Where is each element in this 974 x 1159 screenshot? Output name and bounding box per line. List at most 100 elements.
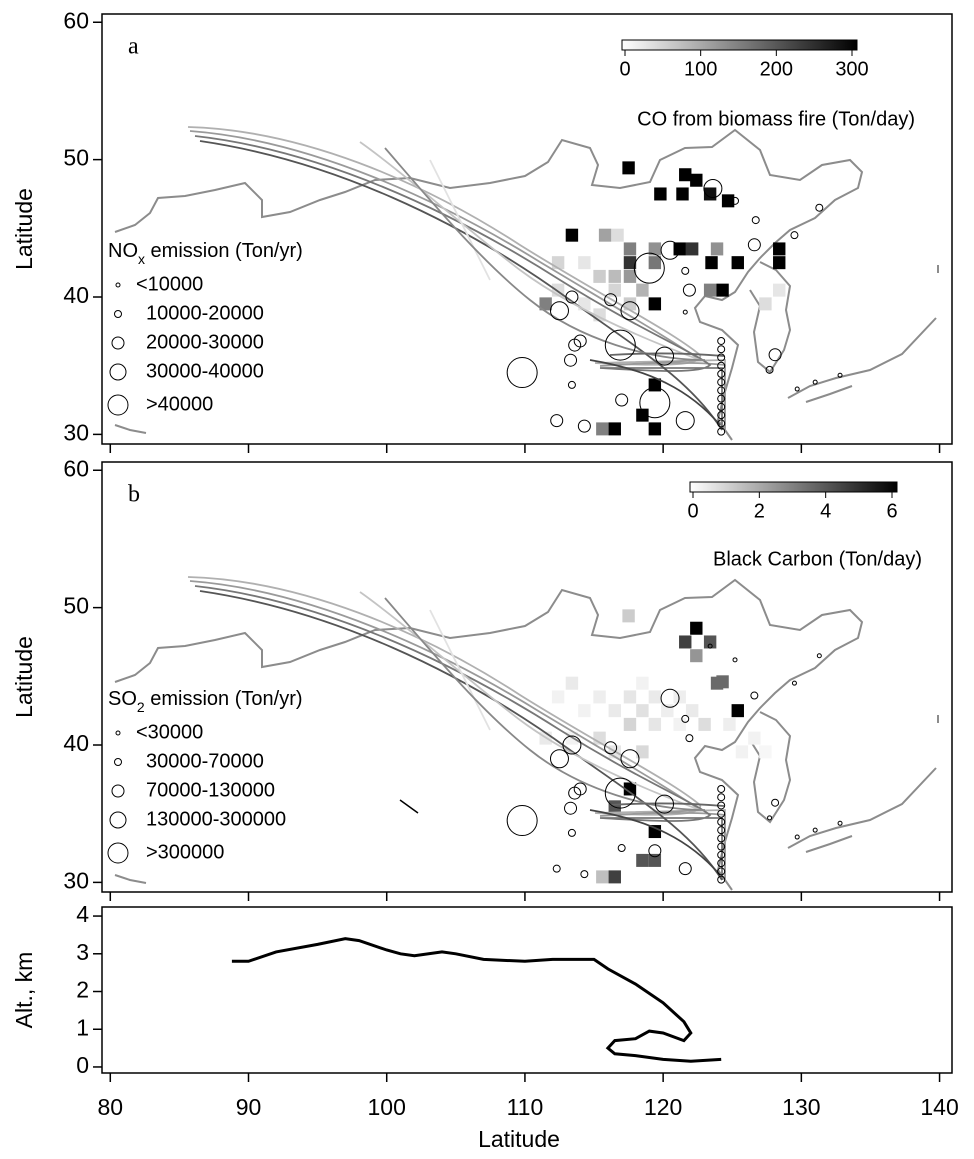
emission-cell [710, 242, 724, 256]
emission-cell [623, 717, 637, 731]
point-source [816, 653, 822, 659]
point-source [604, 293, 618, 307]
point-source [633, 252, 665, 284]
emission-cell [731, 256, 744, 270]
emission-cell [565, 676, 579, 690]
point-source [717, 834, 726, 843]
point-source [837, 820, 843, 826]
point-source [565, 290, 579, 304]
point-source [717, 859, 726, 868]
coastline [114, 579, 939, 891]
emission-cell [608, 422, 621, 436]
plot-frame [101, 461, 953, 893]
trajectories [187, 576, 726, 883]
colorbar [621, 39, 858, 51]
emission-cell [773, 283, 786, 297]
emission-cell [676, 187, 689, 201]
legend-label: 70000-130000 [146, 779, 275, 801]
emission-cell [648, 242, 662, 256]
legend-label: <10000 [136, 273, 203, 295]
y-tick-label: 50 [63, 593, 89, 619]
panel-a: a 0 100 200 300 CO from biomass fire (Ton/day… [11, 7, 953, 453]
emission-cell [565, 228, 579, 242]
colorbar-title: CO from biomass fire (Ton/day) [637, 108, 915, 130]
emission-cell [623, 297, 637, 311]
emission-cell [690, 173, 703, 187]
legend-title: NOx emission (Ton/yr) [108, 240, 303, 266]
emission-cell [735, 745, 749, 759]
point-source [549, 749, 569, 769]
emission-cell [623, 256, 637, 270]
emission-cell [648, 256, 662, 270]
point-source [717, 353, 726, 362]
point-source [567, 380, 576, 389]
x-tick-label: 110 [507, 1094, 544, 1120]
y-tick-label: 60 [63, 455, 89, 481]
emission-cell [539, 297, 552, 311]
emission-cell [685, 242, 699, 256]
point-source [732, 657, 738, 663]
point-source [717, 850, 726, 859]
point-source [717, 801, 726, 810]
x-axis-label: Latitude [478, 1126, 560, 1152]
point-source [731, 196, 740, 205]
colorbar-tick-label: 6 [886, 500, 897, 522]
point-source [765, 365, 774, 374]
legend-symbol [107, 394, 129, 416]
emission-cell [759, 297, 772, 311]
legend-title: SO2 emission (Ton/yr) [108, 688, 303, 714]
point-source [604, 777, 636, 809]
emission-cell [622, 609, 635, 623]
emission-cell [636, 676, 649, 690]
emission-cell [636, 283, 649, 297]
point-source [815, 203, 824, 212]
plot-area [114, 126, 939, 441]
point-source [682, 283, 696, 297]
point-source [791, 680, 797, 686]
legend-title-part: x [138, 251, 145, 267]
point-source [790, 231, 799, 240]
point-source [747, 238, 761, 252]
emission-cell [596, 422, 609, 436]
legend-label: 10000-20000 [146, 302, 264, 324]
emission-cell [731, 704, 744, 718]
point-source [682, 309, 688, 315]
plot-area [231, 937, 722, 1063]
emission-cell [685, 704, 699, 718]
point-source [620, 301, 640, 321]
point-source [771, 798, 780, 807]
point-source [794, 386, 800, 392]
point-source [655, 346, 675, 366]
emission-cell [705, 256, 718, 270]
point-source [648, 844, 662, 858]
emission-cell [748, 731, 761, 745]
y-tick-label: 4 [76, 901, 89, 927]
emission-cell [636, 853, 649, 867]
y-axis-label: Latitude [11, 188, 37, 270]
emission-cell [648, 717, 662, 731]
legend-symbol [109, 811, 127, 829]
emission-cell [773, 242, 786, 256]
point-source [615, 393, 629, 407]
x-tick-label: 100 [368, 1094, 406, 1120]
legend-title-part: emission (Ton/yr) [145, 688, 303, 710]
point-source [717, 817, 726, 826]
emission-cell [690, 621, 703, 635]
point-source [717, 378, 726, 387]
point-source [717, 419, 726, 428]
y-tick-label: 3 [76, 939, 89, 965]
legend-title-part: SO [108, 688, 137, 710]
legend-label: 30000-40000 [146, 360, 264, 382]
y-tick-label: 50 [63, 145, 89, 171]
point-source [639, 387, 671, 419]
legend-symbol [115, 730, 121, 736]
point-source [678, 862, 692, 876]
point-source [660, 240, 680, 260]
emission-cell [648, 297, 662, 311]
point-source [812, 379, 818, 385]
point-source [573, 782, 587, 796]
stray-mark [399, 799, 419, 814]
emission-cell [608, 269, 621, 283]
point-source [577, 419, 591, 433]
point-source [655, 794, 675, 814]
